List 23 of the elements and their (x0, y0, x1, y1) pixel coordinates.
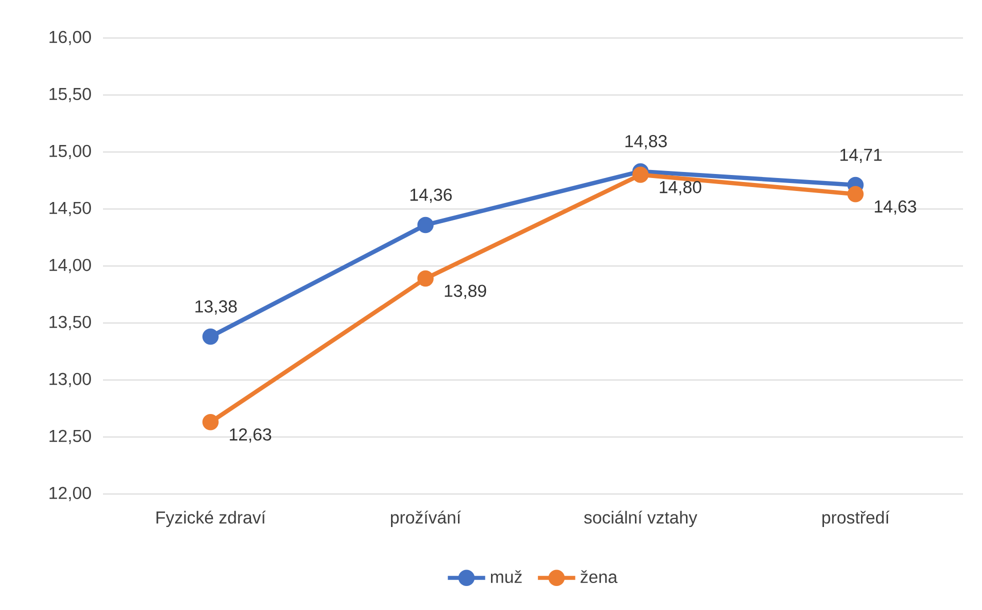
y-tick-label: 15,50 (50, 88, 91, 102)
data-label: 14,71 (840, 148, 882, 164)
x-tick-label: sociální vztahy (584, 510, 698, 528)
data-label: 14,36 (410, 188, 452, 203)
data-label: 14,80 (660, 180, 702, 196)
y-tick-label: 14,00 (50, 258, 91, 274)
x-tick-label: prostředí (822, 510, 890, 528)
x-tick-label: prožívání (390, 510, 462, 528)
y-tick-label: 13,50 (50, 316, 91, 330)
data-label: 13,89 (444, 284, 486, 300)
y-tick-label: 12,00 (50, 486, 91, 502)
y-tick-label: 16,00 (50, 30, 91, 46)
y-tick-label: 12,50 (50, 430, 91, 444)
y-tick-label: 15,00 (50, 144, 91, 160)
data-label: 12,63 (230, 428, 272, 443)
y-tick-label: 14,50 (50, 202, 91, 216)
data-label: 14,83 (625, 135, 667, 150)
data-label: 14,63 (874, 200, 916, 215)
y-tick-label: 13,00 (50, 372, 91, 388)
legend-label: žena (580, 570, 618, 584)
x-tick-label: Fyzické zdraví (156, 510, 266, 528)
data-label: 13,38 (195, 300, 237, 315)
legend-label: muž (490, 570, 522, 584)
